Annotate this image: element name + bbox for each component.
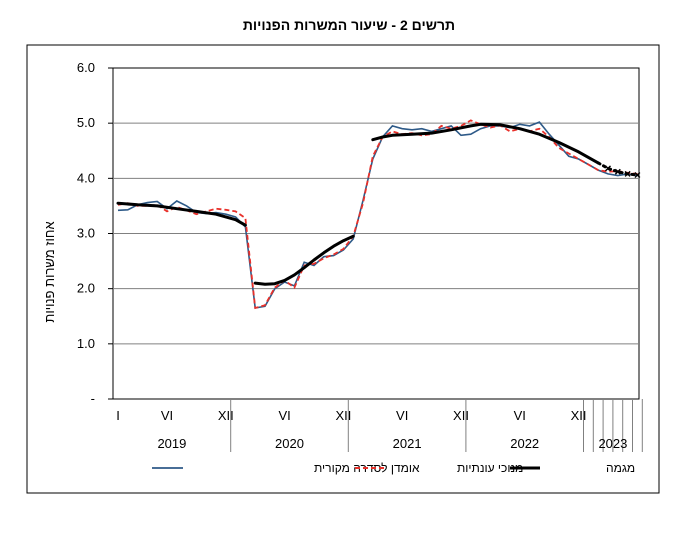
y-tick-labels: - 1.0 2.0 3.0 4.0 5.0 6.0 bbox=[77, 60, 113, 406]
y-tick-label: 2.0 bbox=[77, 281, 95, 296]
y-axis-label: אחוז משרות פנויות bbox=[42, 221, 57, 322]
trend-point-marker bbox=[614, 168, 621, 175]
x-month-label: XII bbox=[453, 408, 469, 423]
y-tick-label: - bbox=[91, 391, 95, 406]
x-month-label: XII bbox=[571, 408, 587, 423]
trend-point-marker bbox=[624, 170, 631, 177]
series-trend-line bbox=[253, 234, 355, 286]
x-month-label: VI bbox=[278, 408, 290, 423]
legend: אומדן לסדרה מקורית מנוכי עונתיות מגמה bbox=[152, 461, 635, 475]
x-month-label: I bbox=[116, 408, 120, 423]
y-tick-label: 4.0 bbox=[77, 170, 95, 185]
y-tick-label: 5.0 bbox=[77, 115, 95, 130]
legend-label-trend: מגמה bbox=[606, 461, 635, 475]
series-trend-line bbox=[371, 122, 600, 165]
grid-layer bbox=[113, 122, 639, 345]
x-year-label: 2020 bbox=[275, 436, 304, 451]
series-layer bbox=[116, 119, 641, 310]
x-year-label: 2022 bbox=[510, 436, 539, 451]
chart-title: תרשים 2 - שיעור המשרות הפנויות bbox=[243, 17, 455, 33]
x-month-label: VI bbox=[161, 408, 173, 423]
series-trend-line bbox=[116, 201, 247, 227]
x-year-label: 2023 bbox=[598, 436, 627, 451]
series-original-line bbox=[117, 121, 638, 309]
x-month-label: XII bbox=[335, 408, 351, 423]
chart-frame bbox=[26, 44, 660, 494]
x-axis: I VI XII VI XII VI XII VI XII 2019 2020 2021 2022 202… bbox=[116, 399, 643, 452]
y-tick-label: 3.0 bbox=[77, 226, 95, 241]
y-tick-label: 6.0 bbox=[77, 60, 95, 75]
x-year-label: 2019 bbox=[157, 436, 186, 451]
x-year-label: 2021 bbox=[393, 436, 422, 451]
trend-point-marker bbox=[634, 172, 641, 179]
x-month-label: VI bbox=[396, 408, 408, 423]
x-month-label: XII bbox=[218, 408, 234, 423]
legend-label-seasonal: מנוכי עונתיות bbox=[457, 461, 523, 475]
x-month-label: VI bbox=[514, 408, 526, 423]
series-trend-line bbox=[596, 161, 639, 177]
y-tick-label: 1.0 bbox=[77, 336, 95, 351]
trend-point-marker bbox=[605, 165, 611, 172]
